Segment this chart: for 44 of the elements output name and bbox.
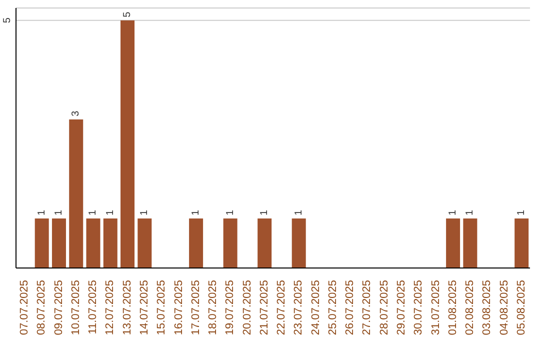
x-tick-label: 15.07.2025 — [156, 280, 168, 336]
x-tick-label: 20.07.2025 — [241, 280, 254, 336]
data-label: 1 — [36, 209, 48, 216]
x-tick-label: 03.08.2025 — [481, 280, 494, 336]
x-tick-label: 24.07.2025 — [310, 280, 322, 336]
x-tick-label: 12.07.2025 — [104, 280, 116, 336]
data-label: 1 — [139, 209, 150, 216]
x-tick-label: 23.07.2025 — [292, 280, 305, 336]
x-tick-label: 19.07.2025 — [224, 280, 236, 336]
x-tick-label: 10.07.2025 — [70, 280, 82, 336]
data-label: 3 — [70, 110, 82, 116]
x-tick-label: 28.07.2025 — [378, 280, 390, 336]
data-label: 1 — [190, 209, 202, 216]
x-tick-label: 09.07.2025 — [52, 280, 65, 336]
data-label: 1 — [293, 209, 304, 216]
data-label: 1 — [464, 209, 476, 216]
x-tick-label: 13.07.2025 — [121, 280, 134, 336]
x-tick-label: 30.07.2025 — [412, 280, 425, 336]
x-tick-label: 16.07.2025 — [172, 280, 185, 336]
x-tick-label: 11.07.2025 — [87, 280, 100, 334]
data-label: 1 — [104, 209, 116, 216]
x-tick-label: 14.07.2025 — [138, 280, 150, 336]
x-tick-label: 04.08.2025 — [498, 280, 510, 336]
x-tick-label: 08.07.2025 — [36, 280, 48, 336]
data-label: 1 — [448, 209, 459, 216]
data-label: 1 — [88, 209, 99, 216]
x-tick-label: 29.07.2025 — [396, 280, 408, 336]
x-tick-label: 18.07.2025 — [207, 280, 220, 336]
x-tick-label: 25.07.2025 — [326, 280, 339, 336]
data-label: 1 — [53, 209, 64, 216]
data-label: 5 — [122, 11, 134, 18]
data-label: 1 — [516, 209, 528, 216]
x-tick-label: 05.08.2025 — [515, 280, 528, 336]
data-label: 1 — [259, 209, 270, 216]
x-tick-label: 27.07.2025 — [361, 280, 374, 336]
x-tick-label: 21.07.2025 — [258, 280, 270, 336]
x-tick-label: 22.07.2025 — [276, 280, 288, 336]
x-tick-label: 01.08.2025 — [446, 280, 459, 336]
x-tick-label: 07.07.2025 — [18, 280, 31, 336]
data-label: 1 — [224, 209, 236, 216]
x-tick-label: 17.07.2025 — [190, 280, 202, 336]
x-tick-label: 26.07.2025 — [344, 280, 356, 336]
x-tick-label: 02.08.2025 — [464, 280, 476, 336]
x-tick-label: 31.07.2025 — [430, 280, 442, 336]
